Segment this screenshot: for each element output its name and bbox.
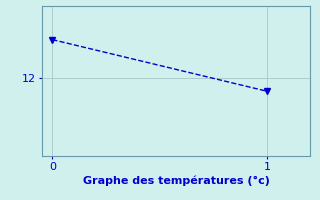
- X-axis label: Graphe des températures (°c): Graphe des températures (°c): [83, 176, 269, 186]
